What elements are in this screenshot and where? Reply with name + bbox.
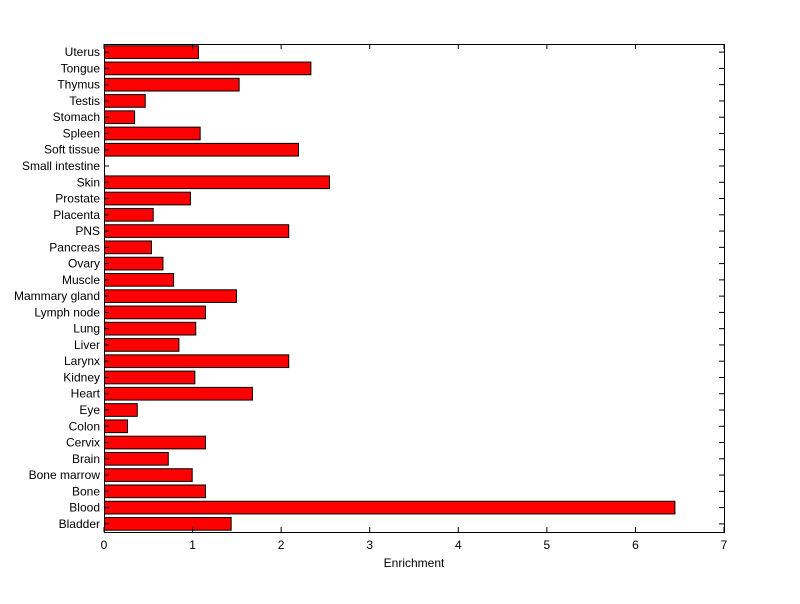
y-tick-label: Brain xyxy=(72,452,100,466)
y-tick-label: Muscle xyxy=(62,273,100,287)
y-tick-label: Bone marrow xyxy=(29,468,101,482)
bar-heart xyxy=(104,386,253,401)
bar-kidney xyxy=(104,370,196,385)
y-tick-label: Bone xyxy=(72,484,100,498)
bar-brain xyxy=(104,451,169,466)
labels-layer: Bladder Blood Bone Bone marrow Brain Cervix Co… xyxy=(14,45,728,552)
y-tick-label: Soft tissue xyxy=(44,143,100,157)
x-tick-label: 2 xyxy=(278,538,285,552)
bar-placenta xyxy=(104,207,154,222)
bar-testis xyxy=(104,94,146,108)
x-tick-label: 6 xyxy=(632,538,639,552)
bar-tongue xyxy=(104,61,312,76)
bar-cervix xyxy=(104,435,206,450)
plot-frame xyxy=(104,44,725,533)
y-tick-label: Mammary gland xyxy=(14,289,100,303)
bar-blood xyxy=(104,500,676,515)
bar-pancreas xyxy=(104,240,152,255)
bar-ovary xyxy=(104,256,164,271)
y-tick-label: Bladder xyxy=(59,517,100,531)
bar-pns xyxy=(104,224,290,238)
y-tick-label: Testis xyxy=(69,94,100,108)
x-tick-label: 4 xyxy=(455,538,462,552)
y-tick-label: Prostate xyxy=(55,192,100,206)
bar-uterus xyxy=(104,45,199,59)
x-tick-label: 7 xyxy=(721,538,728,552)
x-tick-label: 3 xyxy=(366,538,373,552)
x-axis-label: Enrichment xyxy=(384,556,445,570)
y-tick-label: Small intestine xyxy=(22,159,100,173)
bars-layer xyxy=(104,45,676,531)
y-tick-label: Stomach xyxy=(53,110,100,124)
ticks-layer xyxy=(103,44,725,532)
bar-bone-marrow xyxy=(104,468,193,482)
y-tick-label: Lymph node xyxy=(34,305,100,319)
y-tick-label: Blood xyxy=(69,501,100,515)
bar-lymph-node xyxy=(104,305,206,320)
y-tick-label: Placenta xyxy=(53,208,100,222)
bar-bladder xyxy=(104,517,232,531)
bar-soft-tissue xyxy=(104,142,299,157)
bar-mammary-gland xyxy=(104,289,237,303)
y-tick-label: Spleen xyxy=(63,126,100,140)
y-tick-label: Ovary xyxy=(68,257,100,271)
y-tick-label: Heart xyxy=(71,387,101,401)
bar-muscle xyxy=(104,273,175,287)
x-tick-label: 0 xyxy=(101,538,108,552)
y-tick-label: PNS xyxy=(75,224,100,238)
y-tick-label: Lung xyxy=(73,322,100,336)
bar-eye xyxy=(104,403,138,417)
bar-skin xyxy=(104,175,330,190)
y-tick-label: Larynx xyxy=(64,354,100,368)
x-tick-label: 5 xyxy=(544,538,551,552)
bar-liver xyxy=(104,338,180,352)
y-tick-label: Tongue xyxy=(61,61,101,75)
y-tick-label: Cervix xyxy=(66,436,100,450)
y-tick-label: Colon xyxy=(69,419,100,433)
y-tick-label: Kidney xyxy=(63,370,100,384)
bar-bone xyxy=(104,484,206,499)
x-tick-label: 1 xyxy=(189,538,196,552)
y-tick-label: Pancreas xyxy=(49,240,100,254)
y-tick-label: Eye xyxy=(79,403,100,417)
bar-thymus xyxy=(104,77,240,92)
bar-stomach xyxy=(104,110,136,125)
bar-lung xyxy=(104,321,197,336)
y-tick-label: Liver xyxy=(74,338,100,352)
bar-spleen xyxy=(104,126,201,141)
y-tick-label: Uterus xyxy=(65,45,100,59)
y-tick-label: Thymus xyxy=(57,78,100,92)
bar-prostate xyxy=(104,191,191,206)
bar-larynx xyxy=(104,354,290,369)
y-tick-label: Skin xyxy=(77,175,100,189)
